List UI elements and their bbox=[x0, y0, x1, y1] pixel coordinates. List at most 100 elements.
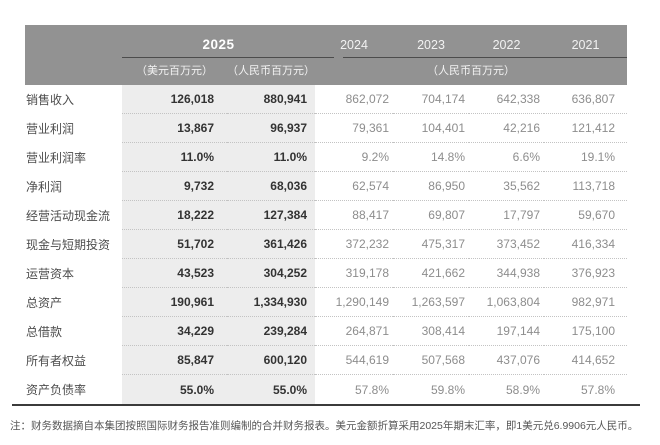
value-rmb-2025: 68,036 bbox=[227, 172, 315, 201]
value-2021: 636,807 bbox=[544, 85, 627, 114]
value-usd-2025: 43,523 bbox=[122, 259, 227, 288]
footnote: 注：财务数据摘自本集团按照国际财务报告准则编制的合并财务报表。美元金额折算采用2… bbox=[10, 420, 639, 432]
value-2023: 704,174 bbox=[393, 85, 469, 114]
table-row: 运营资本 43,523 304,252 319,178 421,662 344,938 37… bbox=[25, 259, 627, 288]
value-rmb-2025: 11.0% bbox=[227, 143, 315, 172]
value-2024: 9.2% bbox=[315, 143, 393, 172]
header-underline-prior-years bbox=[343, 57, 627, 58]
financial-summary-table: 2025 2024 2023 2022 2021 （美元百万元） （人民币百万元… bbox=[25, 25, 627, 406]
header-year-2021: 2021 bbox=[571, 37, 600, 52]
value-2022: 42,216 bbox=[469, 114, 544, 143]
value-rmb-2025: 1,334,930 bbox=[227, 288, 315, 317]
value-2022: 437,076 bbox=[469, 346, 544, 375]
header-year-2025: 2025 bbox=[202, 37, 235, 52]
row-label: 总资产 bbox=[26, 295, 63, 310]
value-2024: 79,361 bbox=[315, 114, 393, 143]
value-2024: 264,871 bbox=[315, 317, 393, 346]
value-usd-2025: 55.0% bbox=[122, 375, 227, 404]
value-usd-2025: 11.0% bbox=[122, 143, 227, 172]
unit-rmb-millions: （人民币百万元） bbox=[227, 64, 315, 77]
value-usd-2025: 18,222 bbox=[122, 201, 227, 230]
value-2022: 35,562 bbox=[469, 172, 544, 201]
header-year-2022: 2022 bbox=[492, 37, 521, 52]
value-2022: 58.9% bbox=[505, 382, 540, 397]
value-2023: 59.8% bbox=[430, 382, 465, 397]
row-label: 净利润 bbox=[26, 179, 63, 194]
table-row: 营业利润率 11.0% 11.0% 9.2% 14.8% 6.6% 19.1% bbox=[25, 143, 627, 172]
table-row: 现金与短期投资 51,702 361,426 372,232 475,317 373,45… bbox=[25, 230, 627, 259]
row-label: 资产负债率 bbox=[26, 383, 87, 397]
value-2021: 416,334 bbox=[544, 230, 627, 259]
value-2022: 642,338 bbox=[469, 85, 544, 114]
value-2024: 544,619 bbox=[315, 346, 393, 375]
table-row: 资产负债率 55.0% 55.0% 57.8% 59.8% 58.9% 57.8% bbox=[25, 375, 627, 404]
row-label: 经营活动现金流 bbox=[26, 208, 111, 223]
value-2021: 175,100 bbox=[544, 317, 627, 346]
table-row: 营业利润 13,867 96,937 79,361 104,401 42,216 121,4… bbox=[25, 114, 627, 143]
value-2024: 1,290,149 bbox=[315, 288, 393, 317]
row-label: 运营资本 bbox=[26, 266, 75, 281]
value-rmb-2025: 55.0% bbox=[227, 375, 315, 404]
value-usd-2025: 190,961 bbox=[122, 288, 227, 317]
value-2024: 62,574 bbox=[315, 172, 393, 201]
header-years-row: 2025 2024 2023 2022 2021 bbox=[25, 25, 627, 58]
value-2024: 319,178 bbox=[315, 259, 393, 288]
value-rmb-2025: 600,120 bbox=[227, 346, 315, 375]
table-row: 所有者权益 85,847 600,120 544,619 507,568 437,076 4… bbox=[25, 346, 627, 375]
value-2024: 862,072 bbox=[315, 85, 393, 114]
value-2022: 17,797 bbox=[469, 201, 544, 230]
value-2022: 6.6% bbox=[469, 143, 544, 172]
value-2021: 121,412 bbox=[544, 114, 627, 143]
value-usd-2025: 34,229 bbox=[122, 317, 227, 346]
value-2023: 475,317 bbox=[393, 230, 469, 259]
value-2021: 113,718 bbox=[544, 172, 627, 201]
value-rmb-2025: 96,937 bbox=[227, 114, 315, 143]
value-2021: 376,923 bbox=[544, 259, 627, 288]
value-rmb-2025: 127,384 bbox=[227, 201, 315, 230]
value-2023: 421,662 bbox=[393, 259, 469, 288]
row-label: 销售收入 bbox=[26, 92, 75, 107]
row-label: 总借款 bbox=[26, 324, 63, 339]
value-2021: 59,670 bbox=[544, 201, 627, 230]
table-bottom-rule bbox=[12, 404, 640, 406]
header-underline-2025 bbox=[122, 57, 334, 58]
table-row: 总借款 34,229 239,284 264,871 308,414 197,144 175… bbox=[25, 317, 627, 346]
value-2022: 197,144 bbox=[469, 317, 544, 346]
value-rmb-2025: 239,284 bbox=[227, 317, 315, 346]
value-2023: 308,414 bbox=[393, 317, 469, 346]
value-2024: 372,232 bbox=[315, 230, 393, 259]
value-usd-2025: 51,702 bbox=[122, 230, 227, 259]
table-row: 销售收入 126,018 880,941 862,072 704,174 642,338 6… bbox=[25, 85, 627, 114]
header-year-2024: 2024 bbox=[340, 37, 368, 52]
value-2021: 19.1% bbox=[544, 143, 627, 172]
value-rmb-2025: 304,252 bbox=[227, 259, 315, 288]
value-usd-2025: 126,018 bbox=[122, 85, 227, 114]
value-2024: 88,417 bbox=[315, 201, 393, 230]
value-usd-2025: 13,867 bbox=[122, 114, 227, 143]
value-rmb-2025: 880,941 bbox=[227, 85, 315, 114]
row-label: 现金与短期投资 bbox=[26, 237, 111, 252]
unit-usd-millions: （美元百万元） bbox=[136, 64, 213, 77]
value-2021: 414,652 bbox=[544, 346, 627, 375]
value-2023: 507,568 bbox=[393, 346, 469, 375]
value-2022: 344,938 bbox=[469, 259, 544, 288]
value-2023: 14.8% bbox=[393, 143, 469, 172]
value-2023: 1,263,597 bbox=[393, 288, 469, 317]
value-2022: 1,063,804 bbox=[469, 288, 544, 317]
value-2023: 104,401 bbox=[393, 114, 469, 143]
row-label: 营业利润 bbox=[26, 121, 75, 136]
row-label: 营业利润率 bbox=[26, 150, 87, 165]
value-2024: 57.8% bbox=[354, 382, 389, 397]
value-2021: 982,971 bbox=[544, 288, 627, 317]
value-2022: 373,452 bbox=[469, 230, 544, 259]
table-header: 2025 2024 2023 2022 2021 （美元百万元） （人民币百万元… bbox=[25, 25, 627, 85]
header-units-row: （美元百万元） （人民币百万元） （人民币百万元） bbox=[25, 58, 627, 85]
value-usd-2025: 9,732 bbox=[122, 172, 227, 201]
header-year-2023: 2023 bbox=[417, 37, 445, 52]
value-2023: 86,950 bbox=[393, 172, 469, 201]
unit-rmb-millions-prior-years: （人民币百万元） bbox=[427, 64, 515, 77]
value-2021: 57.8% bbox=[580, 382, 615, 397]
table-row: 净利润 9,732 68,036 62,574 86,950 35,562 113,718 bbox=[25, 172, 627, 201]
row-label: 所有者权益 bbox=[26, 353, 87, 368]
table-row: 经营活动现金流 18,222 127,384 88,417 69,807 17,797 59… bbox=[25, 201, 627, 230]
